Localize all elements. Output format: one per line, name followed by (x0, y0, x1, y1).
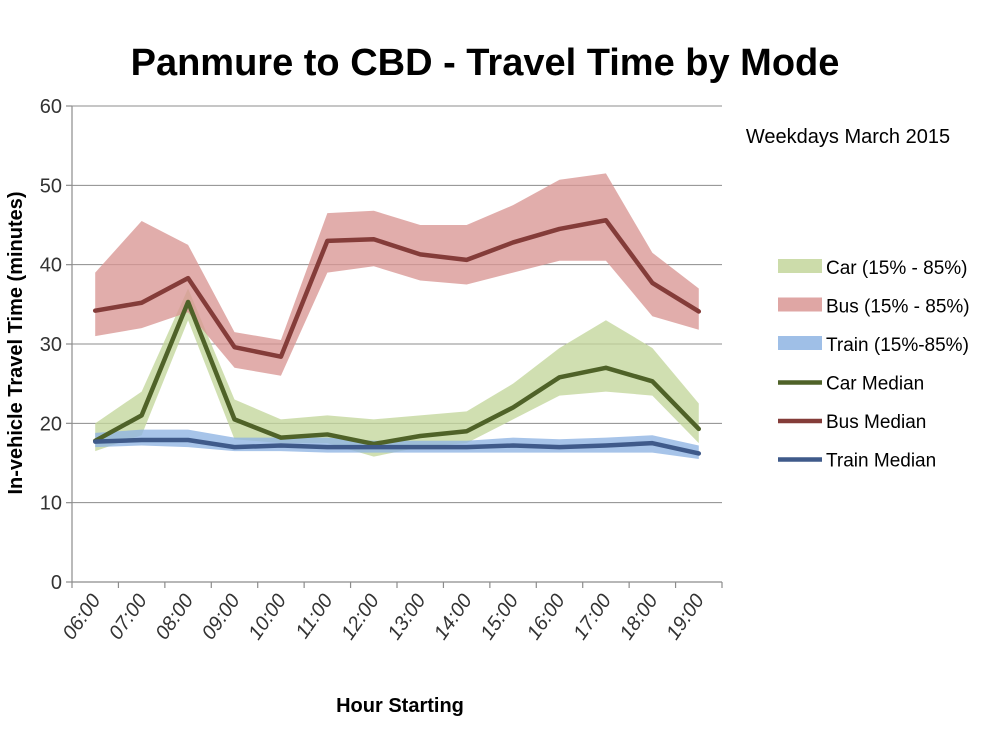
x-tick-label: 07:00 (105, 590, 152, 644)
y-tick-label: 40 (40, 255, 62, 277)
x-tick-label: 08:00 (151, 590, 198, 644)
bus-15-85-band (95, 173, 699, 376)
chart-title: Panmure to CBD - Travel Time by Mode (131, 42, 840, 84)
x-tick-label: 18:00 (616, 590, 663, 644)
x-axis-label: Hour Starting (336, 695, 464, 717)
y-tick-label: 20 (40, 413, 62, 435)
train-15-85-legend-label: Train (15%-85%) (826, 335, 969, 356)
car-median-legend-label: Car Median (826, 374, 924, 395)
x-tick-label: 11:00 (292, 590, 338, 642)
bus-15-85-legend-swatch (778, 297, 822, 312)
x-tick-label: 06:00 (59, 590, 106, 644)
car-15-85-band (95, 288, 699, 457)
y-axis-label: In-vehicle Travel Time (minutes) (5, 191, 27, 494)
x-tick-label: 13:00 (384, 590, 431, 644)
train-median-legend-label: Train Median (826, 451, 936, 472)
chart-subtitle: Weekdays March 2015 (746, 126, 950, 148)
lines-layer (92, 217, 702, 456)
x-tick-label: 15:00 (476, 590, 523, 644)
y-tick-label: 30 (40, 334, 62, 356)
bands-layer (95, 173, 699, 460)
x-tick-label: 10:00 (244, 590, 291, 644)
train-median-line (92, 437, 702, 456)
y-tick-label: 0 (51, 572, 62, 594)
y-tick-label: 50 (40, 175, 62, 197)
bus-median-legend-label: Bus Median (826, 412, 926, 433)
car-15-85-legend-swatch (778, 259, 822, 273)
x-tick-label: 14:00 (430, 590, 477, 644)
bus-median-line (92, 217, 702, 359)
y-tick-label: 60 (40, 96, 62, 118)
y-tick-label: 10 (40, 493, 62, 515)
x-tick-label: 09:00 (198, 590, 245, 644)
x-tick-label: 12:00 (337, 590, 384, 644)
x-tick-label: 19:00 (662, 590, 709, 644)
legend: Car (15% - 85%) Bus (15% - 85%) Train (15%… (778, 258, 970, 472)
x-tick-label: 16:00 (523, 590, 570, 644)
car-15-85-legend-label: Car (15% - 85%) (826, 258, 968, 279)
car-median-line (92, 299, 702, 447)
bus-15-85-legend-label: Bus (15% - 85%) (826, 297, 970, 318)
x-tick-label: 17:00 (569, 590, 616, 644)
train-15-85-band (95, 429, 699, 460)
train-15-85-legend-swatch (778, 336, 822, 350)
